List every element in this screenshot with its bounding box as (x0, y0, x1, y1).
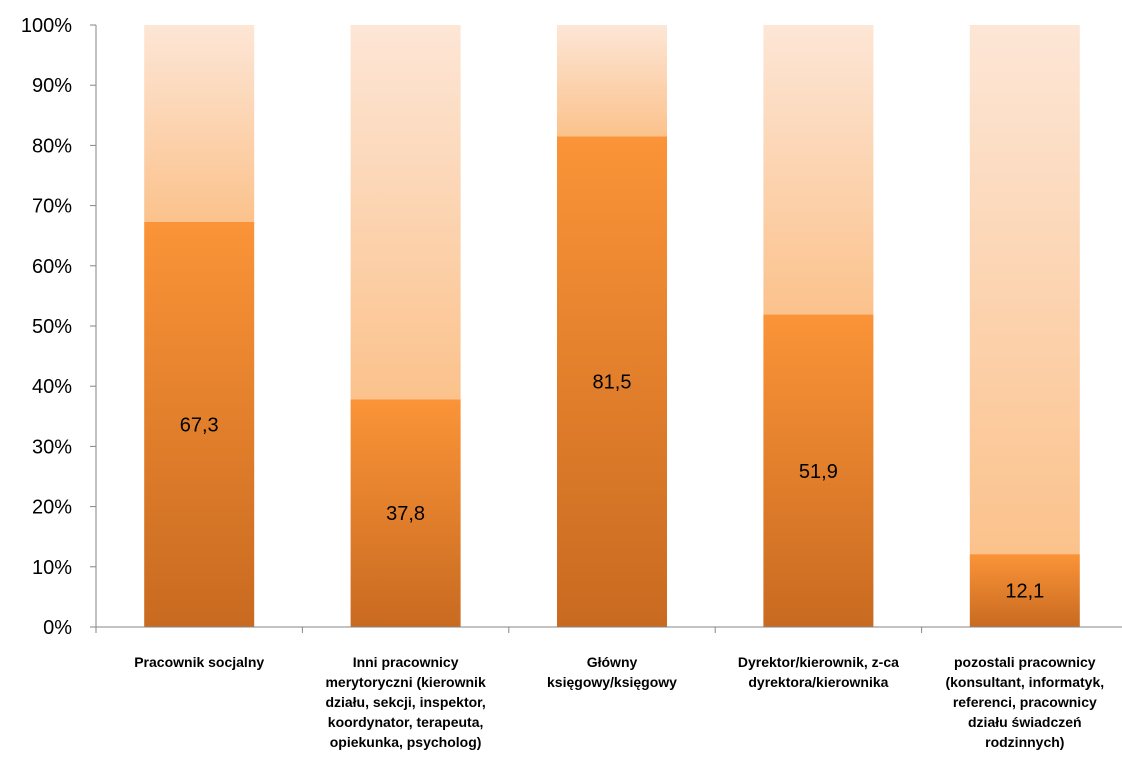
y-tick-label-60: 60% (32, 256, 72, 278)
bar-remainder-3 (557, 25, 667, 137)
x-category-label-3: Główny księgowy/księgowy (547, 654, 677, 690)
y-tick-label-20: 20% (32, 497, 72, 519)
y-tick-label-100: 100% (21, 15, 72, 37)
y-tick-label-10: 10% (32, 557, 72, 579)
bar-value-5 (969, 554, 1080, 627)
y-tick-label-70: 70% (32, 196, 72, 218)
y-tick-label-0: 0% (43, 617, 72, 639)
data-label-2: 37,8 (386, 503, 425, 525)
x-category-label-5: pozostali pracownicy (konsultant, informa… (945, 654, 1104, 750)
y-tick-label-50: 50% (32, 316, 72, 338)
x-category-label-4: Dyrektor/kierownik, z-ca dyrektora/kierow… (738, 654, 899, 690)
y-tick-label-90: 90% (32, 75, 72, 97)
bar-value-3 (557, 136, 667, 627)
y-tick-label-80: 80% (32, 135, 72, 157)
bar-value-4 (763, 314, 874, 627)
data-label-5: 12,1 (1005, 581, 1044, 603)
data-label-4: 51,9 (799, 461, 838, 483)
bar-remainder-2 (350, 25, 461, 400)
x-category-label-1: Pracownik socjalny (134, 654, 264, 670)
y-tick-label-30: 30% (32, 436, 72, 458)
data-label-1: 67,3 (180, 414, 219, 436)
bar-remainder-1 (144, 25, 255, 222)
bar-value-2 (350, 399, 461, 627)
y-tick-label-40: 40% (32, 376, 72, 398)
bar-value-1 (144, 221, 255, 627)
bar-remainder-5 (969, 25, 1080, 555)
x-category-label-2: Inni pracownicy merytoryczni (kierownik dz… (325, 654, 485, 750)
bar-remainder-4 (763, 25, 874, 315)
data-label-3: 81,5 (593, 372, 632, 394)
